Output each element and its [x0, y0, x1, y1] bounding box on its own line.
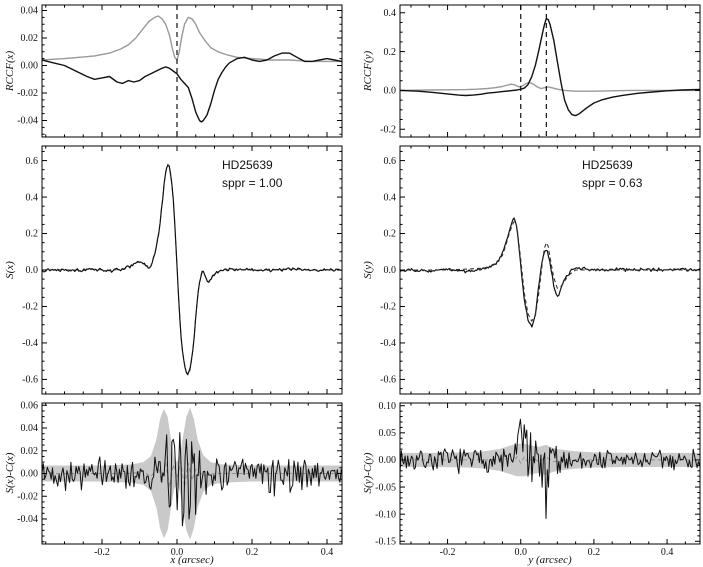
y-tick-label: 0.10	[379, 401, 397, 412]
series-reference-gray	[42, 15, 342, 63]
y-tick-label: 0.00	[21, 469, 39, 480]
series-model-dashed	[400, 220, 700, 322]
y-axis-label-s-y: S(y)	[362, 261, 374, 279]
x-tick-label: 0.4	[661, 547, 674, 558]
ticks-rccf-x: 0.04 0.02 0.00 -0.02 -0.04	[17, 5, 342, 137]
y-tick-label: 0.0	[384, 86, 397, 97]
x-tick-label: -0.2	[94, 547, 110, 558]
panel-s-y: 0.6 0.4 0.2 0.0 -0.2 -0.4 -0.6	[380, 145, 701, 395]
series-rccf-black	[400, 17, 700, 117]
series-residual-black	[400, 418, 700, 519]
y-tick-label: 0.2	[384, 47, 397, 58]
y-tick-label: -0.2	[380, 124, 396, 135]
x-tick-label: -0.2	[440, 547, 456, 558]
y-tick-label: 0.6	[26, 156, 39, 167]
annotation-sppr-right: sppr = 0.63	[582, 176, 643, 190]
ticks-res-y: -0.2 0.0 0.2 0.4 0.10 0.05 0.00 -0.05 -0.10 -0.15	[375, 401, 700, 558]
y-tick-label: -0.6	[380, 375, 396, 386]
y-tick-label: 0.6	[384, 156, 397, 167]
annotation-star-left: HD25639	[222, 158, 273, 172]
y-tick-label: -0.6	[22, 375, 38, 386]
annotation-star-right: HD25639	[582, 158, 633, 172]
series-signal-black	[42, 164, 342, 376]
panel-s-x: 0.6 0.4 0.2 0.0 -0.2 -0.4 -0.6	[22, 145, 343, 395]
y-tick-label: 0.0	[384, 265, 397, 276]
y-tick-label: 0.04	[21, 6, 39, 17]
y-tick-label: -0.10	[375, 509, 396, 520]
y-tick-label: -0.04	[17, 116, 38, 127]
axes-box	[41, 4, 343, 138]
x-tick-label: 0.2	[588, 547, 601, 558]
y-axis-label-rccf-y: RCCF(y)	[362, 50, 374, 92]
y-tick-label: 0.06	[21, 400, 39, 411]
panel-res-x: -0.2 0.0 0.2 0.4 0.06 0.04 0.02 0.00 -0.02 -0.04	[17, 400, 343, 558]
series-rccf-black	[42, 52, 342, 123]
x-tick-label: 0.0	[514, 547, 527, 558]
y-tick-label: 0.05	[379, 428, 397, 439]
y-tick-label: 0.00	[21, 61, 39, 72]
y-tick-label: -0.15	[375, 536, 396, 547]
y-tick-label: 0.00	[379, 455, 397, 466]
y-tick-label: 0.0	[26, 265, 39, 276]
uncertainty-band	[42, 407, 342, 540]
axes-box	[399, 402, 701, 545]
x-tick-label: 0.2	[246, 547, 259, 558]
panel-rccf-y: 0.4 0.2 0.0 -0.2	[380, 4, 701, 138]
y-tick-label: 0.04	[21, 423, 39, 434]
x-axis-label-left: x (arcsec)	[170, 554, 214, 566]
panel-res-y: -0.2 0.0 0.2 0.4 0.10 0.05 0.00 -0.05 -0.10 -0.15	[375, 401, 701, 558]
y-axis-label-res-x: S(x)-C(x)	[4, 452, 16, 494]
x-tick-label: 0.0	[171, 547, 184, 558]
ticks-res-x: -0.2 0.0 0.2 0.4 0.06 0.04 0.02 0.00 -0.02 -0.04	[17, 400, 342, 558]
y-tick-label: 0.2	[384, 229, 397, 240]
ticks-s-y: 0.6 0.4 0.2 0.0 -0.2 -0.4 -0.6	[380, 146, 700, 394]
y-tick-label: 0.02	[21, 446, 39, 457]
x-axis-label-right: y (arcsec)	[528, 554, 572, 566]
y-tick-label: -0.4	[22, 338, 38, 349]
y-tick-label: -0.02	[17, 88, 38, 99]
series-residual-black	[42, 432, 342, 527]
y-tick-label: -0.2	[22, 302, 38, 313]
y-tick-label: 0.4	[384, 192, 397, 203]
x-tick-label: 0.4	[321, 547, 334, 558]
y-axis-label-res-y: S(y)-C(y)	[362, 452, 374, 494]
ticks-rccf-y: 0.4 0.2 0.0 -0.2	[380, 5, 700, 137]
series-reference-gray	[400, 81, 700, 92]
y-tick-label: -0.2	[380, 302, 396, 313]
y-tick-label: -0.05	[375, 482, 396, 493]
y-tick-label: 0.2	[26, 229, 39, 240]
series-signal-black	[400, 217, 700, 328]
series-model-residual-dashed	[400, 456, 700, 464]
ticks-s-x: 0.6 0.4 0.2 0.0 -0.2 -0.4 -0.6	[22, 146, 342, 394]
y-tick-label: -0.02	[17, 491, 38, 502]
annotation-sppr-left: sppr = 1.00	[222, 176, 283, 190]
y-tick-label: 0.4	[384, 8, 397, 19]
y-axis-label-s-x: S(x)	[4, 261, 16, 279]
y-tick-label: -0.04	[17, 514, 38, 525]
y-tick-label: -0.4	[380, 338, 396, 349]
y-tick-label: 0.02	[21, 33, 39, 44]
y-tick-label: 0.4	[26, 192, 39, 203]
y-axis-label-rccf-x: RCCF(x)	[4, 50, 16, 92]
panel-rccf-x: 0.04 0.02 0.00 -0.02 -0.04	[17, 4, 343, 138]
